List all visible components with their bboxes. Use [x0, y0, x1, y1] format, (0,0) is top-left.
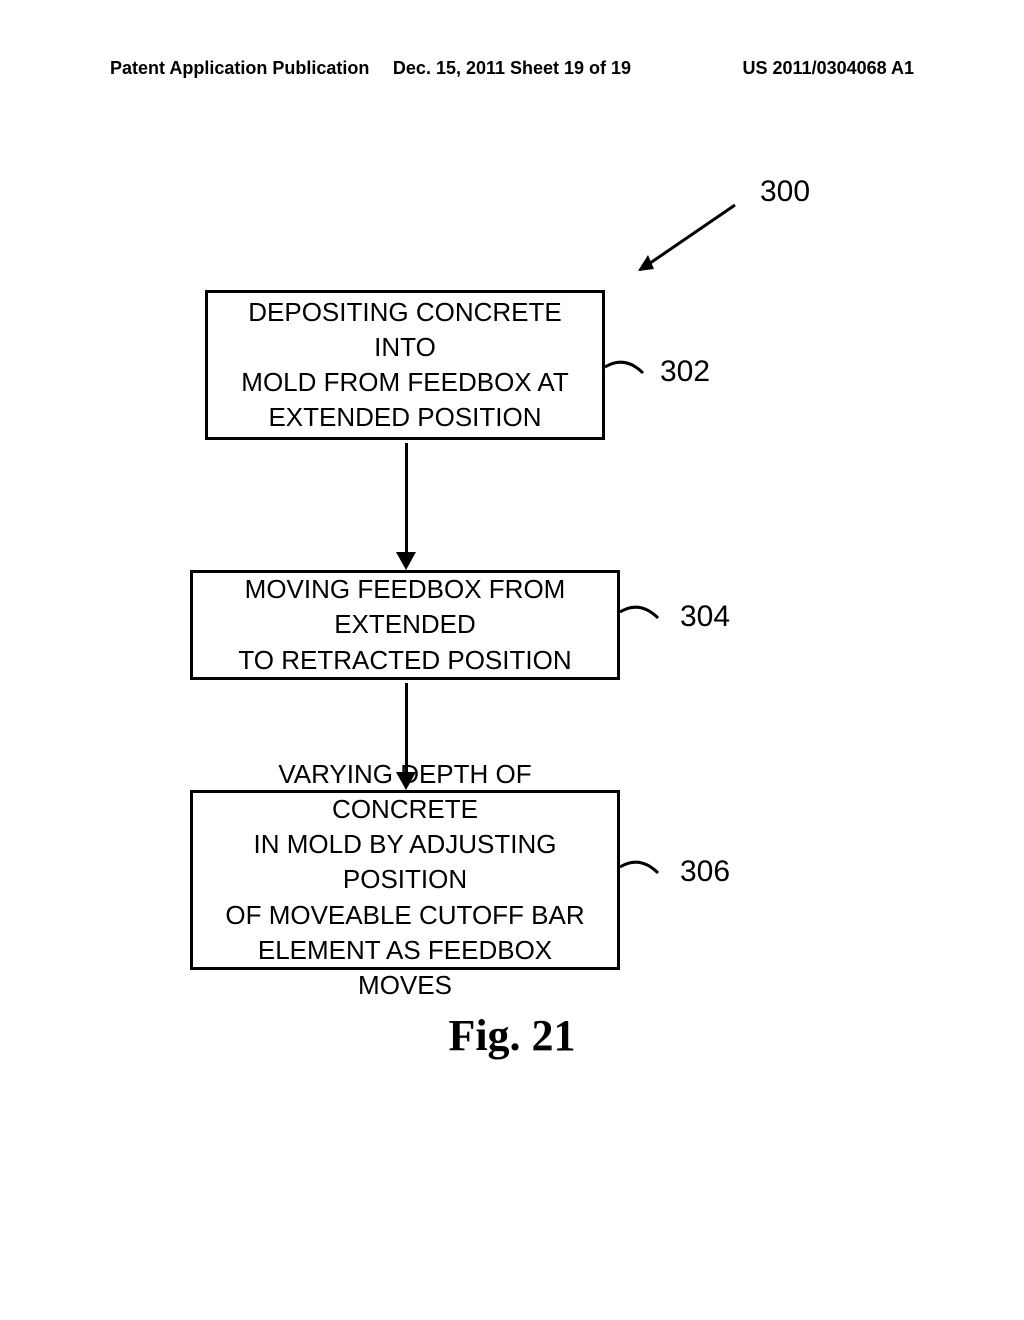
box-306-text: VARYING DEPTH OF CONCRETE IN MOLD BY ADJ… [213, 757, 597, 1003]
flowchart-diagram: 300 DEPOSITING CONCRETE INTO MOLD FROM F… [0, 160, 1024, 1160]
header-date-sheet: Dec. 15, 2011 Sheet 19 of 19 [393, 58, 631, 79]
flowchart-box-304: MOVING FEEDBOX FROM EXTENDED TO RETRACTE… [190, 570, 620, 680]
patent-header: Patent Application Publication Dec. 15, … [0, 58, 1024, 79]
header-patent-number: US 2011/0304068 A1 [743, 58, 914, 79]
ref-label-302: 302 [660, 355, 710, 389]
ref-label-300: 300 [760, 175, 810, 209]
box-302-text: DEPOSITING CONCRETE INTO MOLD FROM FEEDB… [228, 295, 582, 435]
ref-label-304: 304 [680, 600, 730, 634]
flowchart-box-306: VARYING DEPTH OF CONCRETE IN MOLD BY ADJ… [190, 790, 620, 970]
flowchart-arrowhead-1 [396, 552, 416, 570]
ref-connector-302 [605, 355, 655, 395]
ref-connector-306 [620, 855, 670, 895]
ref-label-306: 306 [680, 855, 730, 889]
header-publication: Patent Application Publication [110, 58, 369, 79]
flowchart-box-302: DEPOSITING CONCRETE INTO MOLD FROM FEEDB… [205, 290, 605, 440]
ref-connector-304 [620, 600, 670, 640]
figure-label: Fig. 21 [448, 1010, 575, 1061]
box-304-text: MOVING FEEDBOX FROM EXTENDED TO RETRACTE… [213, 572, 597, 677]
flowchart-arrow-1 [405, 443, 408, 553]
